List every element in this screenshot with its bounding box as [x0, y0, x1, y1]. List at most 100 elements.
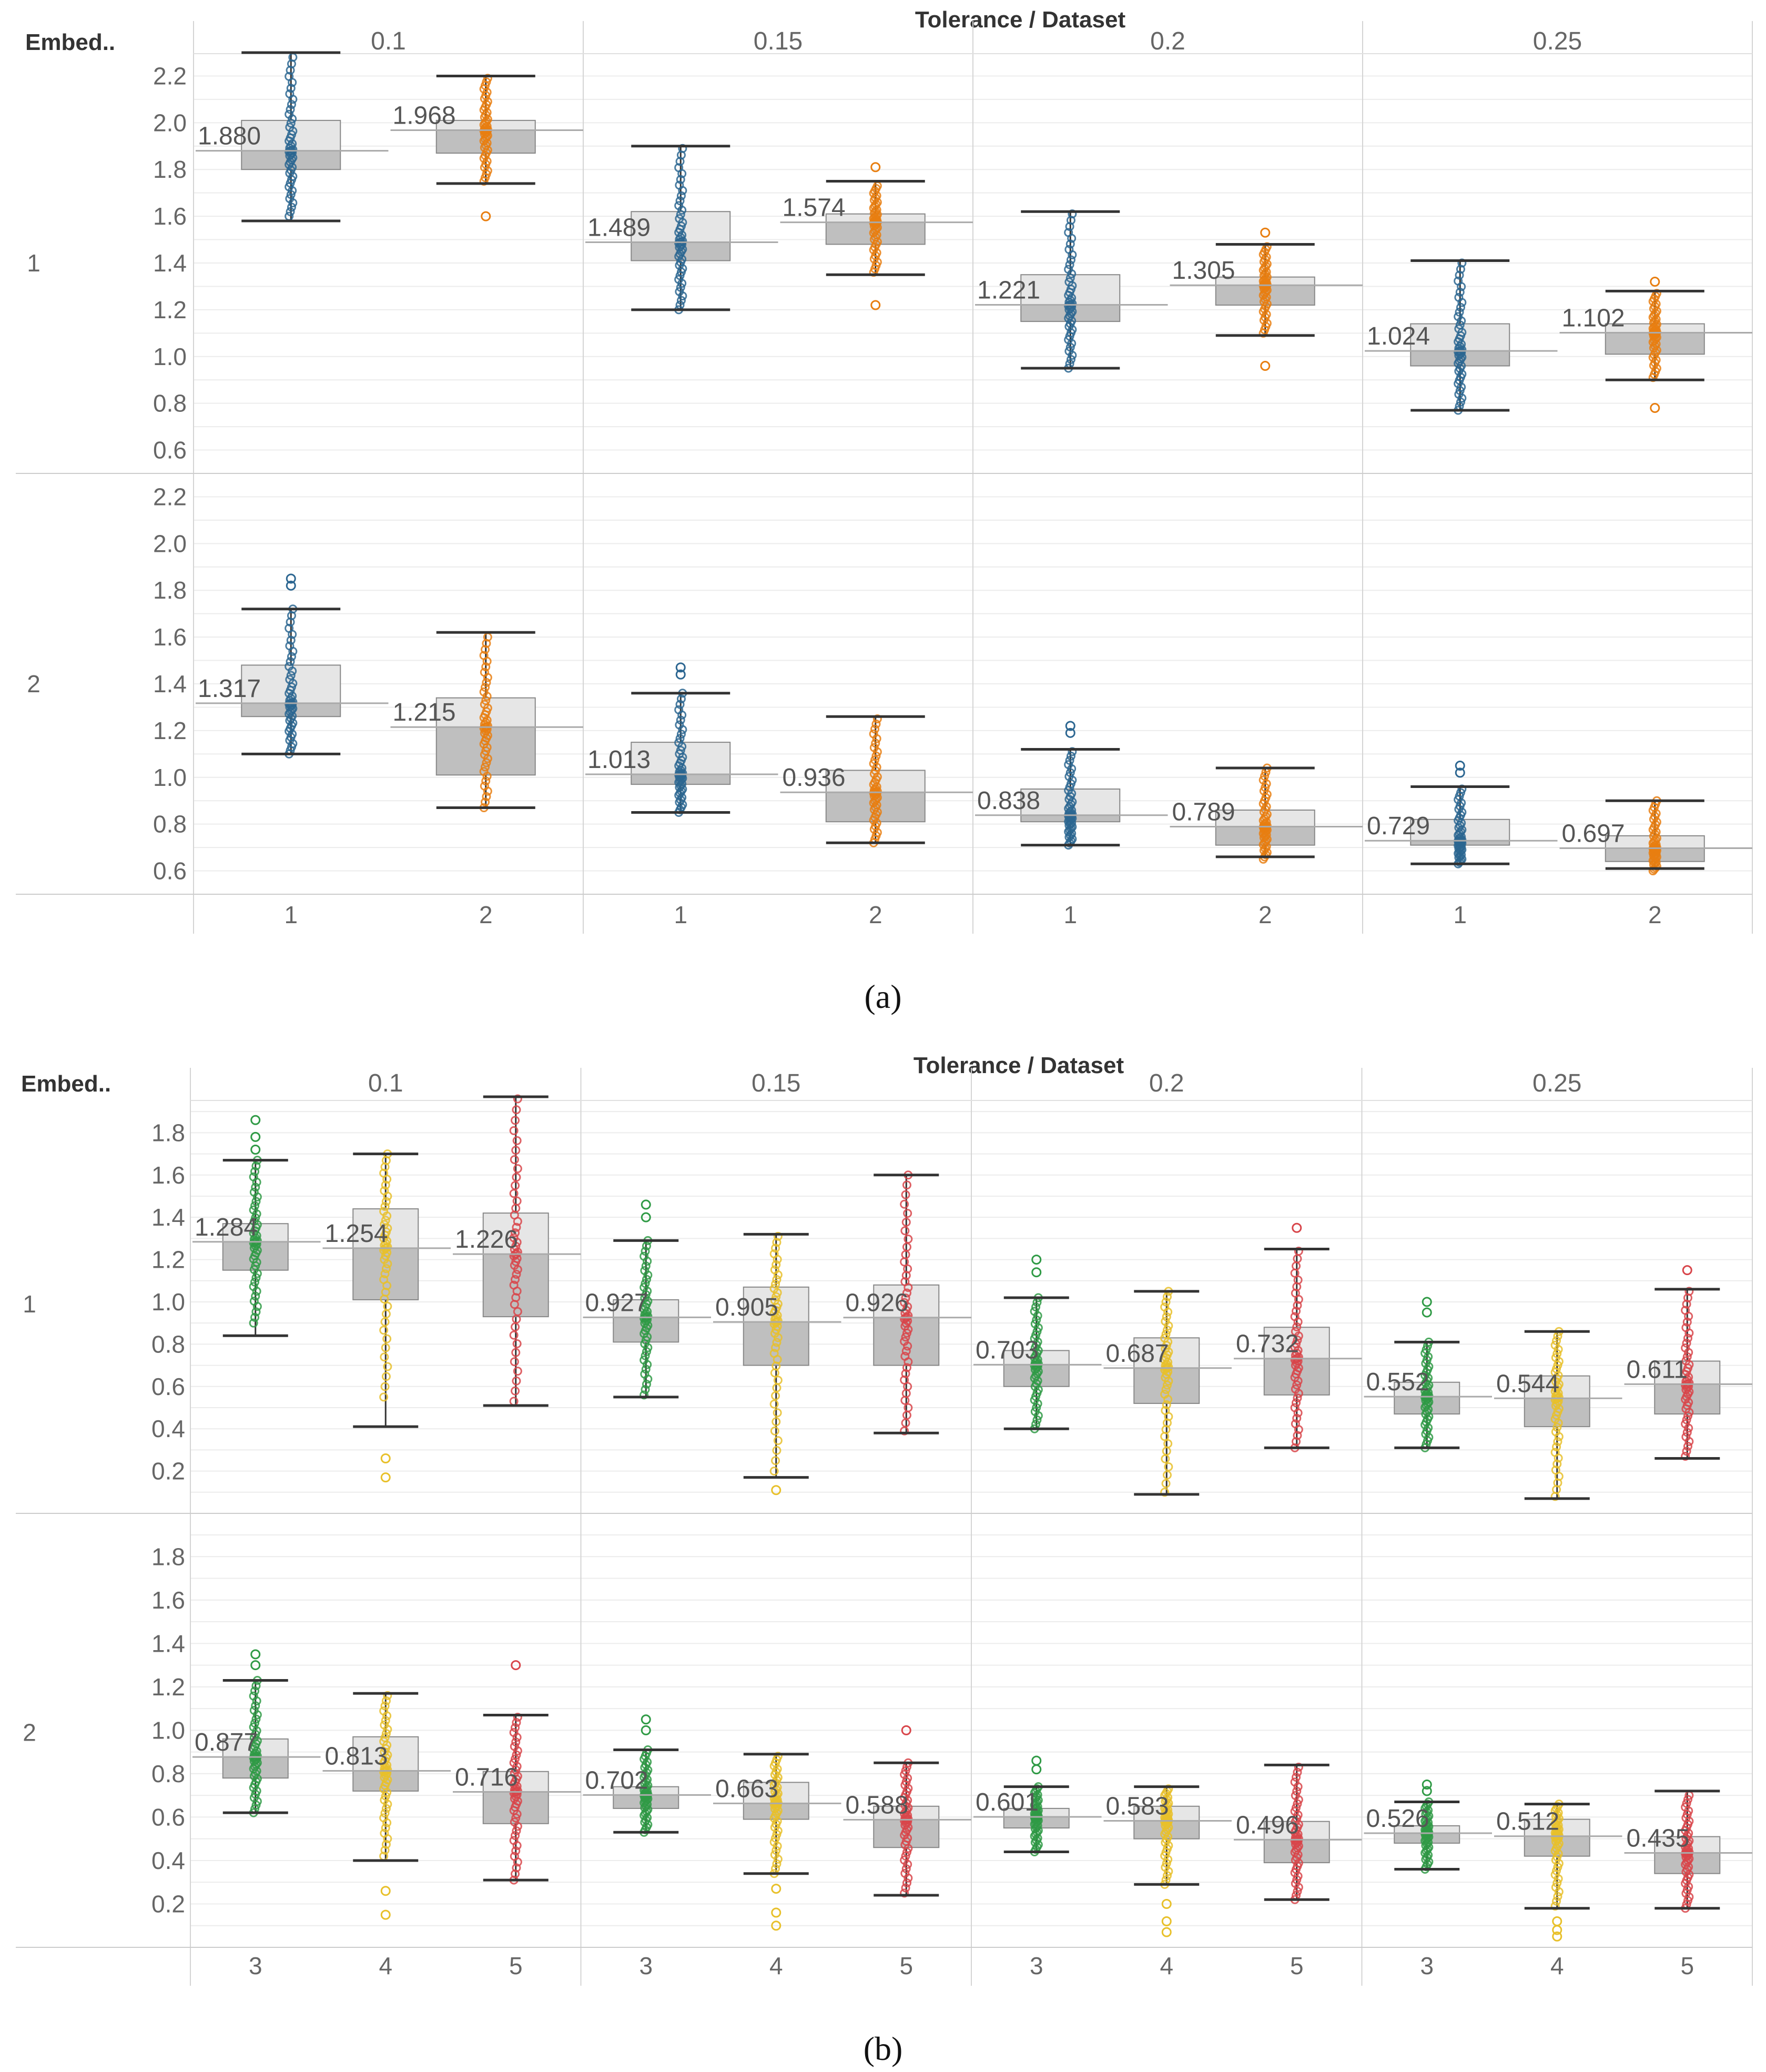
data-point: [640, 1266, 649, 1275]
data-point: [380, 1186, 389, 1196]
y-tick-label: 1.6: [151, 1161, 185, 1189]
box-emb1-tol0.1-ds2: 1.968: [390, 74, 583, 221]
data-point: [675, 180, 684, 190]
data-point: [513, 1713, 522, 1722]
data-point: [771, 1244, 780, 1253]
outlier-point: [1031, 1755, 1042, 1766]
box-emb1-tol0.2-ds5: 0.732: [1234, 1222, 1362, 1452]
data-point: [676, 210, 685, 219]
data-point: [480, 781, 489, 791]
box-emb2-tol0.25-ds2: 0.697: [1559, 796, 1752, 876]
data-point: [1032, 1415, 1042, 1424]
data-point: [1030, 1319, 1040, 1329]
tolerance-header-0.15: 0.15: [752, 1069, 800, 1097]
box-emb1-tol0.25-ds2: 1.102: [1559, 277, 1752, 413]
data-point: [1550, 1902, 1560, 1911]
data-point: [512, 1136, 522, 1145]
data-point: [509, 1836, 519, 1845]
data-point: [1162, 1400, 1171, 1410]
data-point: [1683, 1333, 1692, 1343]
data-point: [870, 724, 880, 734]
median-label: 1.024: [1367, 322, 1430, 350]
median-label: 0.583: [1106, 1792, 1169, 1820]
outlier-point: [1422, 1780, 1432, 1790]
caption-a: (a): [864, 978, 902, 1015]
data-point: [1065, 756, 1074, 765]
data-point: [901, 1293, 910, 1303]
data-point: [675, 287, 684, 296]
data-points: [674, 662, 687, 817]
outlier-point: [870, 162, 881, 173]
median-label: 0.697: [1562, 820, 1625, 847]
dataset-x-label: 1: [1063, 901, 1077, 928]
box-emb2-tol0.1-ds1: 1.317: [196, 573, 389, 759]
data-point: [901, 1864, 911, 1874]
data-points: [1454, 258, 1467, 415]
data-point: [381, 1839, 391, 1849]
data-point: [1454, 292, 1464, 302]
data-point: [1064, 347, 1074, 356]
dataset-x-label: 4: [1550, 1952, 1564, 1979]
data-point: [900, 1226, 910, 1236]
data-point: [901, 1190, 910, 1199]
data-point: [869, 743, 879, 752]
data-point: [773, 1231, 783, 1241]
data-points: [869, 162, 882, 310]
dataset-x-label: 2: [1258, 901, 1272, 928]
data-point: [1260, 771, 1270, 781]
outlier-point: [250, 1115, 261, 1125]
data-point: [510, 1357, 519, 1367]
data-point: [902, 1878, 911, 1888]
outlier-point: [1422, 1297, 1432, 1307]
data-point: [1068, 747, 1077, 756]
data-point: [285, 675, 295, 684]
outlier-point: [380, 1886, 391, 1896]
data-point: [1065, 222, 1074, 231]
data-point: [380, 1733, 390, 1742]
box-emb1-tol0.25-ds5: 0.611: [1624, 1265, 1752, 1461]
data-point: [773, 1752, 783, 1761]
data-point: [380, 1220, 389, 1229]
outlier-point: [1260, 361, 1271, 371]
outlier-point: [380, 1909, 391, 1920]
embedding-row-label: 1: [23, 1290, 36, 1318]
data-point: [481, 662, 491, 672]
data-point: [1551, 1465, 1560, 1475]
y-tick-label: 0.8: [151, 1330, 185, 1358]
data-point: [249, 1691, 258, 1701]
data-point: [1066, 751, 1075, 761]
tolerance-header-0.15: 0.15: [754, 27, 803, 55]
data-point: [772, 1446, 781, 1455]
data-point: [772, 1275, 781, 1285]
outlier-point: [641, 1212, 651, 1222]
data-point: [1161, 1385, 1171, 1394]
data-point: [903, 1264, 912, 1273]
data-point: [771, 1343, 780, 1352]
data-point: [512, 1826, 521, 1836]
median-label: 1.880: [198, 123, 261, 150]
outlier-point: [641, 1199, 651, 1210]
data-point: [481, 645, 490, 654]
data-point: [900, 1770, 909, 1779]
data-point: [480, 668, 489, 677]
data-points: [509, 1094, 522, 1406]
y-tick-label: 1.4: [151, 1630, 185, 1657]
caption-b: (b): [863, 2030, 903, 2067]
data-point: [512, 1376, 521, 1386]
data-point: [1290, 1777, 1300, 1787]
outlier-point: [1455, 761, 1465, 771]
y-tick-label: 0.2: [151, 1458, 185, 1485]
data-point: [1681, 1343, 1690, 1352]
data-point: [381, 1823, 390, 1833]
outlier-point: [1161, 1927, 1172, 1937]
y-tick-label: 1.2: [151, 1246, 185, 1273]
data-point: [769, 1349, 779, 1358]
dataset-x-label: 5: [1290, 1952, 1304, 1979]
data-point: [900, 1396, 910, 1405]
data-point: [381, 1729, 391, 1739]
data-point: [249, 1187, 259, 1197]
outlier-point: [1161, 1916, 1172, 1926]
data-point: [771, 1456, 780, 1465]
data-point: [511, 1146, 521, 1155]
data-point: [510, 1852, 519, 1861]
